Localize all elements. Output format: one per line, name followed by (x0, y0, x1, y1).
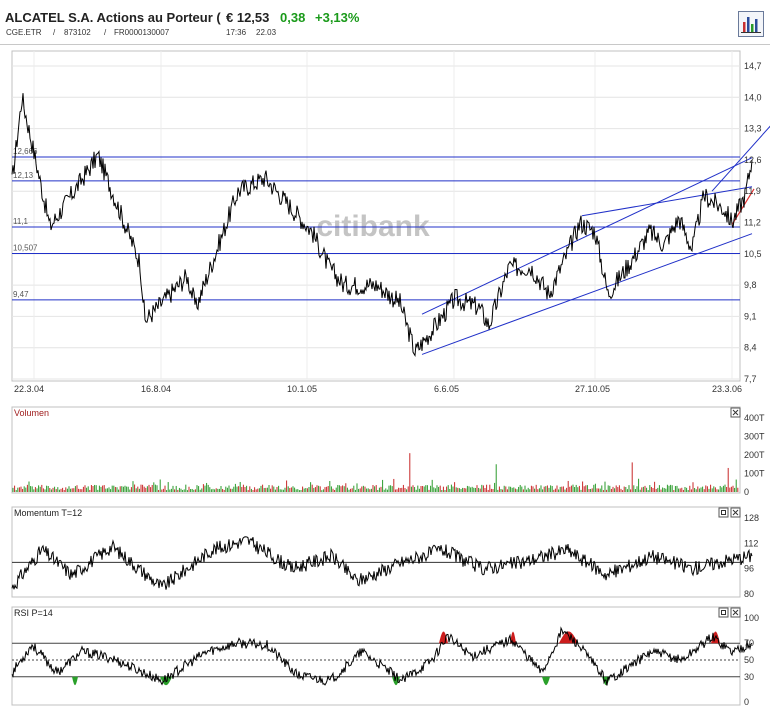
expand-icon (721, 510, 726, 515)
level-label: 11,1 (13, 217, 29, 226)
price-y-tick-label: 14,7 (744, 61, 762, 71)
momentum-y-tick-label: 128 (744, 513, 759, 523)
rsi-oversold-highlight (542, 676, 550, 686)
close-icon (732, 409, 739, 416)
volume-y-tick-label: 300T (744, 432, 765, 442)
level-label: 10,507 (13, 243, 38, 252)
momentum-title: Momentum T=12 (14, 508, 82, 518)
separator: / (53, 28, 56, 37)
price-x-axis: 22.3.04 16.8.04 10.1.05 6.6.05 27.10.05 23.3.… (14, 384, 742, 394)
trend-channels (421, 125, 770, 355)
trend-channel-line (581, 186, 753, 217)
volume-panel (11, 406, 741, 494)
rsi-expand-button[interactable] (718, 607, 729, 618)
volume-y-tick-label: 200T (744, 450, 765, 460)
price-x-tick-label: 23.3.06 (712, 384, 742, 394)
rsi-y-tick-label: 30 (744, 672, 754, 682)
price-y-tick-label: 7,7 (744, 374, 757, 384)
rsi-y-tick-label: 100 (744, 613, 759, 623)
price-y-tick-label: 9,1 (744, 311, 757, 321)
volume-title: Volumen (14, 408, 49, 418)
price-x-tick-label: 6.6.05 (434, 384, 459, 394)
momentum-y-tick-label: 80 (744, 589, 754, 599)
price-y-tick-label: 8,4 (744, 343, 757, 353)
price-y-tick-label: 14,0 (744, 92, 762, 102)
last-price: € 12,53 (226, 10, 270, 25)
bar-chart-icon (741, 17, 761, 33)
rsi-bands (12, 642, 740, 678)
trend-channel-line (421, 157, 753, 315)
rsi-y-tick-label: 70 (744, 638, 754, 648)
level-label: 9,47 (13, 290, 29, 299)
rsi-overbought-highlight (510, 631, 516, 644)
volume-y-tick-label: 400T (744, 413, 765, 423)
momentum-y-tick-label: 112 (744, 538, 758, 548)
level-label: 12,13 (13, 171, 34, 180)
price-series-line (11, 93, 753, 358)
volume-y-tick-label: 100T (744, 469, 765, 479)
rsi-panel (11, 606, 741, 706)
level-label: 12,666 (13, 147, 38, 156)
momentum-y-axis: 128 112 96 80 (744, 513, 759, 599)
trend-channel-line (421, 233, 753, 355)
rsi-series-line (11, 626, 753, 686)
price-change: 0,38 (280, 10, 306, 25)
exchange-symbol: CGE.ETR (6, 28, 42, 37)
momentum-panel (11, 506, 741, 598)
price-y-tick-label: 11,9 (744, 186, 761, 196)
price-y-tick-label: 11,2 (744, 218, 761, 228)
price-x-tick-label: 22.3.04 (14, 384, 44, 394)
expand-icon (721, 610, 726, 615)
isin-code: FR0000130007 (114, 28, 170, 37)
momentum-series-line (11, 536, 753, 590)
price-x-tick-label: 16.8.04 (141, 384, 171, 394)
support-resistance-levels: 12,666 12,13 11,1 10,507 9,47 (12, 147, 740, 301)
close-icon (732, 609, 739, 616)
quote-time: 17:36 (226, 28, 247, 37)
wkn-number: 873102 (64, 28, 91, 37)
rsi-title: RSI P=14 (14, 608, 53, 618)
rsi-y-tick-label: 0 (744, 697, 749, 707)
volume-bars (12, 453, 739, 492)
volume-y-tick-label: 0 (744, 487, 749, 497)
momentum-y-tick-label: 96 (744, 564, 754, 574)
price-y-axis: 14,7 14,0 13,3 12,6 11,9 11,2 10,5 9,8 9,1 8,4 7,7 (744, 61, 762, 384)
rsi-close-button[interactable] (730, 607, 741, 618)
quote-date: 22.03 (256, 28, 277, 37)
price-change-percent: +3,13% (315, 10, 360, 25)
chart-view-button[interactable] (738, 11, 764, 37)
security-title: ALCATEL S.A. Actions au Porteur ( (5, 10, 221, 25)
volume-y-axis: 400T 300T 200T 100T 0 (744, 413, 765, 497)
price-x-tick-label: 27.10.05 (575, 384, 610, 394)
rsi-y-tick-label: 50 (744, 655, 754, 665)
quote-header: ALCATEL S.A. Actions au Porteur ( € 12,5… (0, 0, 770, 44)
rsi-y-axis: 100 70 50 30 0 (744, 613, 759, 707)
price-y-tick-label: 13,3 (744, 124, 762, 134)
momentum-close-button[interactable] (730, 507, 741, 518)
separator: / (104, 28, 107, 37)
price-panel (11, 50, 741, 382)
rsi-oversold-highlight (72, 676, 78, 686)
header-divider (0, 44, 770, 45)
price-y-tick-label: 9,8 (744, 280, 757, 290)
trend-channel-line (711, 125, 770, 192)
close-icon (732, 509, 739, 516)
momentum-expand-button[interactable] (718, 507, 729, 518)
volume-close-button[interactable] (730, 407, 741, 418)
price-y-tick-label: 12,6 (744, 155, 762, 165)
price-y-tick-label: 10,5 (744, 249, 762, 259)
price-x-tick-label: 10.1.05 (287, 384, 317, 394)
